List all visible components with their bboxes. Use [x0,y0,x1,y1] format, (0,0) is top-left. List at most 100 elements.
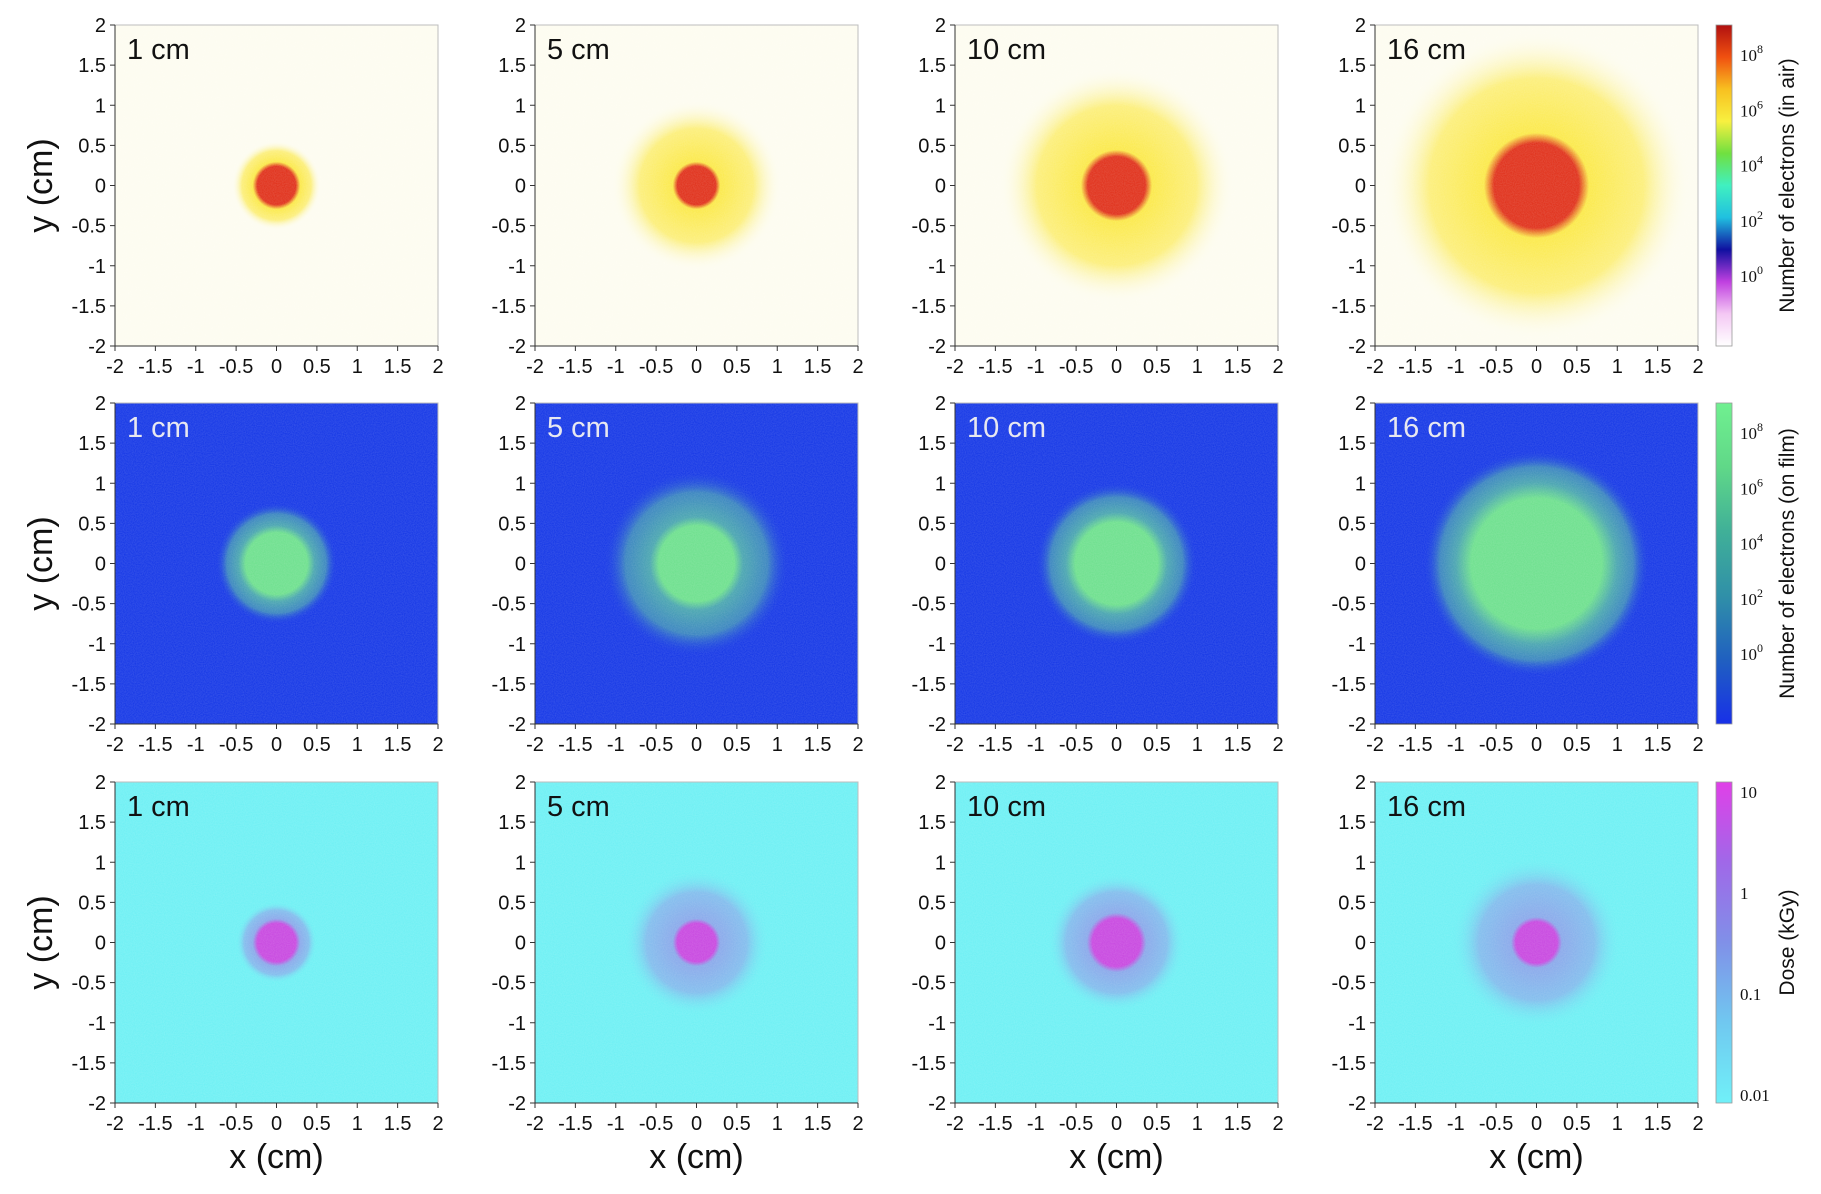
x-tick-label: 0 [691,1113,702,1135]
colorbar-tick-label: 10 [1740,783,1757,802]
colorbar-tick-base: 10 [1740,267,1757,286]
panel-label: 10 cm [967,791,1046,823]
x-tick-label: -1 [1027,734,1045,756]
heatmap-noise [1375,782,1698,1103]
colorbar-dose: 10 1 0.1 0.01 Dose (kGy) [1715,781,1799,1105]
colorbar-tick-label: 102 [1740,208,1763,231]
y-tick-label: 1 [515,95,526,117]
colorbar-gradient [1715,24,1733,347]
colorbar-tick-base: 10 [1740,46,1757,65]
y-tick-label: 0 [515,554,526,576]
colorbar-tick-base: 1 [1740,884,1749,903]
x-tick-label: 1.5 [384,1113,412,1135]
y-tick-label: 1 [1355,95,1366,117]
x-axis-title: x (cm) [1489,1138,1583,1176]
x-tick-label: -2 [106,356,124,378]
y-tick-label: 2 [515,772,526,794]
colorbar-tick-label: 102 [1740,586,1763,609]
y-tick-label: -2 [88,714,106,736]
heatmap-noise [955,25,1278,346]
y-tick-label: 1.5 [918,812,946,834]
x-tick-label: -0.5 [1059,734,1093,756]
y-tick-label: -0.5 [912,973,946,995]
y-axis: 2 1.5 1 0.5 0 -0.5 -1 -1.5 -2 [1332,15,1376,358]
x-tick-label: 0.5 [723,734,751,756]
y-tick-label: -1 [928,1013,946,1035]
x-tick-label: 2 [1692,356,1703,378]
y-tick-label: 1 [1355,473,1366,495]
x-axis: -2 -1.5 -1 -0.5 0 0.5 1 1.5 2 [106,345,444,378]
y-tick-label: -0.5 [72,216,106,238]
panel-label: 16 cm [1387,34,1466,66]
colorbar-tick-exponent: 2 [1757,586,1763,600]
colorbar-tick-exponent: 6 [1757,97,1763,111]
y-tick-label: -1.5 [1332,296,1366,318]
x-tick-label: -1.5 [558,356,592,378]
x-tick-label: -1 [1447,356,1465,378]
y-tick-label: -2 [928,336,946,358]
y-axis: 2 1.5 1 0.5 0 -0.5 -1 -1.5 -2 [72,772,116,1115]
heatmap-noise [1375,403,1698,724]
x-tick-label: 2 [432,356,443,378]
y-tick-label: 1 [515,473,526,495]
y-axis: 2 1.5 1 0.5 0 -0.5 -1 -1.5 -2 [912,393,956,736]
y-tick-label: 0.5 [1338,892,1366,914]
y-tick-label: 0.5 [918,135,946,157]
y-axis: 2 1.5 1 0.5 0 -0.5 -1 -1.5 -2 [492,393,536,736]
y-tick-label: -1.5 [1332,1053,1366,1075]
x-tick-label: 0 [1531,356,1542,378]
x-tick-label: 0 [1111,356,1122,378]
x-tick-label: 0 [691,356,702,378]
x-tick-label: -2 [1366,1113,1384,1135]
panel-label: 16 cm [1387,412,1466,444]
x-tick-label: 0.5 [1143,356,1171,378]
x-tick-label: 0 [271,1113,282,1135]
colorbar-tick-exponent: 6 [1757,475,1763,489]
x-tick-label: 1 [772,356,783,378]
x-tick-label: -2 [1366,734,1384,756]
y-tick-label: 1.5 [498,812,526,834]
x-tick-label: 1 [1192,734,1203,756]
y-tick-label: 2 [95,772,106,794]
y-tick-label: 2 [935,393,946,415]
x-tick-label: 0.5 [1563,734,1591,756]
x-tick-label: -1.5 [1398,734,1432,756]
x-tick-label: 1.5 [1224,734,1252,756]
y-tick-label: -2 [1348,714,1366,736]
y-tick-label: -1 [508,256,526,278]
y-axis: 2 1.5 1 0.5 0 -0.5 -1 -1.5 -2 [492,772,536,1115]
x-tick-label: -2 [1366,356,1384,378]
x-tick-label: -2 [526,356,544,378]
y-tick-label: 1.5 [918,433,946,455]
x-tick-label: 1.5 [1224,1113,1252,1135]
x-tick-label: 1.5 [804,1113,832,1135]
panel-label: 5 cm [547,34,610,66]
x-axis: -2 -1.5 -1 -0.5 0 0.5 1 1.5 2 [1366,1102,1704,1135]
y-tick-label: 1 [95,95,106,117]
colorbar-tick-base: 10 [1740,157,1757,176]
x-tick-label: 0.5 [1143,734,1171,756]
y-tick-label: -1 [88,634,106,656]
y-tick-label: 2 [1355,393,1366,415]
y-tick-label: 1.5 [78,812,106,834]
colorbar-tick-label: 108 [1740,42,1763,65]
y-tick-label: -2 [1348,336,1366,358]
x-tick-label: -1.5 [1398,356,1432,378]
x-tick-label: -0.5 [1479,1113,1513,1135]
y-tick-label: -1 [1348,1013,1366,1035]
y-tick-label: -0.5 [912,216,946,238]
y-tick-label: 1 [95,473,106,495]
x-tick-label: 0 [1111,1113,1122,1135]
y-tick-label: 0.5 [78,513,106,535]
colorbar-tick-exponent: 4 [1757,531,1763,545]
y-tick-label: 1 [1355,852,1366,874]
heatmap-noise [115,25,438,346]
x-tick-label: 1 [1192,356,1203,378]
y-tick-label: 2 [515,393,526,415]
y-tick-label: -0.5 [492,216,526,238]
x-tick-label: -2 [946,734,964,756]
